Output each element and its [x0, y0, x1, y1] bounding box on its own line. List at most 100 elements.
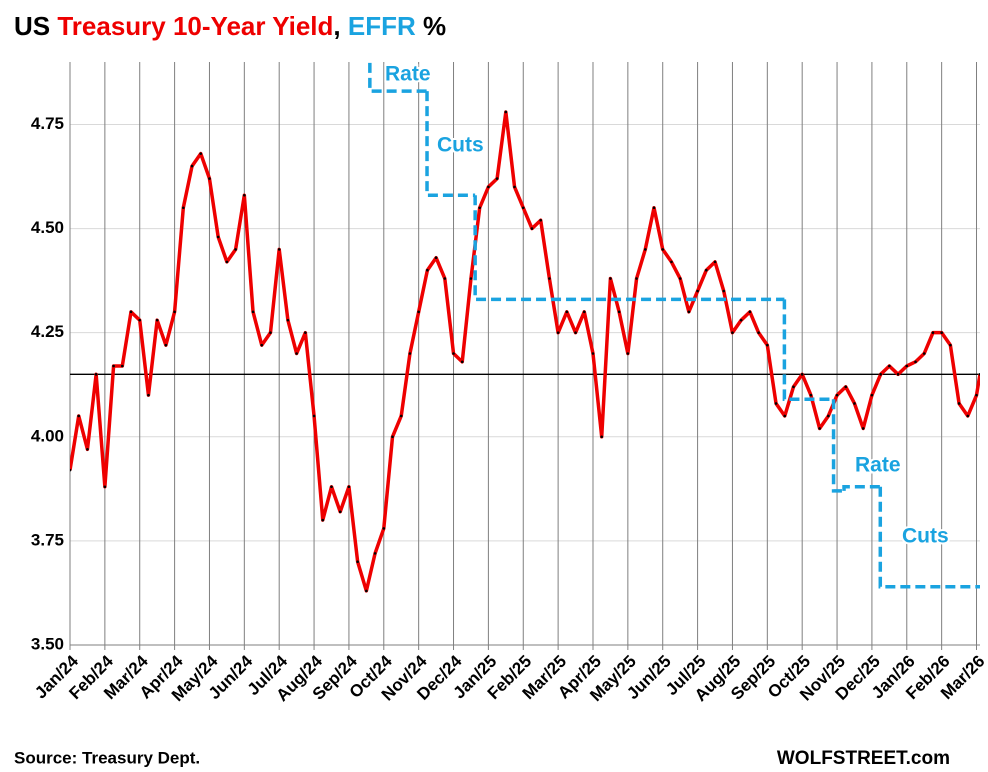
- yield-point: [539, 218, 542, 222]
- yield-point: [940, 331, 943, 334]
- yield-point: [556, 331, 560, 334]
- yield-point: [600, 435, 604, 439]
- yield-point: [696, 289, 699, 293]
- yield-point: [155, 318, 159, 322]
- yield-point: [687, 310, 691, 314]
- effr-step: [831, 399, 845, 493]
- annotation: Rate: [385, 63, 431, 86]
- yield-point: [469, 277, 473, 280]
- yield-point: [251, 310, 255, 314]
- chart-title: US Treasury 10-Year Yield, EFFR %: [14, 11, 446, 41]
- yield-point: [870, 393, 874, 397]
- yield-point: [373, 552, 377, 555]
- effr-step: [368, 62, 428, 93]
- yield-point: [338, 510, 342, 514]
- yield-point: [565, 310, 569, 314]
- yield-point: [495, 177, 499, 180]
- yield-point: [147, 393, 150, 397]
- yield-point: [705, 268, 708, 272]
- yield-point: [827, 414, 830, 418]
- yield-point: [757, 331, 760, 334]
- yield-point: [949, 343, 952, 347]
- title-part: Treasury 10-Year Yield: [57, 11, 333, 41]
- yield-point: [783, 414, 787, 418]
- yield-point: [208, 177, 211, 180]
- plot-area: [70, 62, 980, 593]
- yield-point: [86, 447, 89, 451]
- yield-point: [94, 373, 98, 376]
- yield-point: [800, 373, 804, 376]
- yield-point: [678, 277, 682, 280]
- yield-point: [966, 414, 970, 418]
- yield-point: [382, 527, 386, 530]
- yield-point: [591, 352, 595, 355]
- yield-point: [521, 206, 525, 210]
- yield-point: [408, 352, 412, 355]
- yield-point: [103, 485, 107, 489]
- yield-point: [617, 310, 621, 314]
- yield-point: [574, 331, 577, 334]
- yield-point: [365, 589, 368, 593]
- yield-point: [269, 331, 272, 334]
- yield-point: [426, 268, 429, 272]
- y-tick-label: 4.75: [31, 114, 64, 133]
- effr-step: [782, 299, 834, 402]
- yield-point: [190, 164, 194, 168]
- yield-line: [70, 110, 980, 593]
- yield-point: [853, 402, 856, 405]
- yield-point: [957, 402, 961, 405]
- annotation: Rate: [855, 454, 901, 477]
- yield-point: [739, 318, 743, 322]
- yield-point: [112, 364, 115, 368]
- yield-point: [861, 427, 865, 430]
- effr-step: [425, 91, 476, 198]
- yield-point: [844, 385, 848, 389]
- effr-step: [878, 486, 980, 589]
- yield-point: [452, 352, 455, 355]
- yield-point: [487, 185, 490, 189]
- yield-point: [643, 248, 647, 251]
- yield-point: [609, 277, 612, 280]
- yield-point: [513, 185, 516, 189]
- yield-point: [399, 414, 403, 418]
- yield-point: [835, 393, 839, 397]
- yield-point: [914, 360, 917, 364]
- yield-point: [661, 248, 665, 251]
- yield-point: [77, 414, 81, 418]
- yield-point: [356, 560, 359, 564]
- yield-point: [582, 310, 586, 314]
- yield-point: [809, 393, 813, 397]
- yield-point: [978, 373, 980, 376]
- yield-point: [774, 402, 778, 405]
- yield-point: [434, 256, 438, 260]
- yield-point: [312, 414, 316, 418]
- yield-point: [931, 331, 935, 334]
- annotation: Cuts: [902, 525, 949, 548]
- yield-point: [975, 393, 978, 397]
- annotation: Cuts: [437, 134, 484, 157]
- title-part: EFFR: [348, 11, 416, 41]
- yield-point: [731, 331, 734, 334]
- yield-point: [792, 385, 795, 389]
- yield-point: [234, 248, 237, 251]
- yield-point: [330, 485, 333, 489]
- yield-point: [216, 235, 220, 239]
- yield-point: [504, 110, 508, 114]
- title-part: %: [416, 11, 446, 41]
- yield-point: [286, 318, 290, 322]
- effr-step: [473, 195, 785, 302]
- yield-point: [896, 373, 900, 376]
- yield-point: [260, 343, 264, 347]
- title-part: US: [14, 11, 57, 41]
- yield-point: [164, 343, 168, 347]
- yield-point: [173, 310, 176, 314]
- y-tick-label: 4.25: [31, 322, 64, 341]
- yield-point: [722, 289, 726, 293]
- y-tick-label: 3.50: [31, 634, 64, 653]
- y-tick-label: 3.75: [31, 530, 64, 549]
- effr-step: [842, 485, 881, 491]
- yield-point: [295, 352, 298, 355]
- yield-point: [277, 248, 281, 251]
- yield-point: [417, 310, 420, 314]
